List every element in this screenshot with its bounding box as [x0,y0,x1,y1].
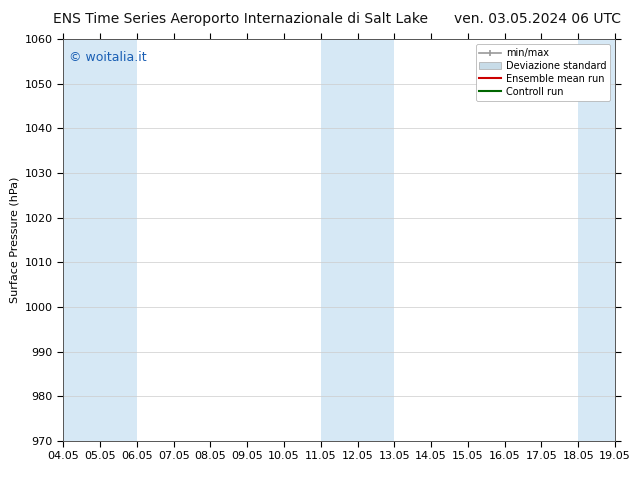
Text: ven. 03.05.2024 06 UTC: ven. 03.05.2024 06 UTC [455,12,621,26]
Text: ENS Time Series Aeroporto Internazionale di Salt Lake: ENS Time Series Aeroporto Internazionale… [53,12,429,26]
Bar [578,39,615,441]
Text: © woitalia.it: © woitalia.it [69,51,146,64]
Y-axis label: Surface Pressure (hPa): Surface Pressure (hPa) [10,177,19,303]
Bar [63,39,137,441]
Legend: min/max, Deviazione standard, Ensemble mean run, Controll run: min/max, Deviazione standard, Ensemble m… [476,44,610,100]
Bar [321,39,394,441]
